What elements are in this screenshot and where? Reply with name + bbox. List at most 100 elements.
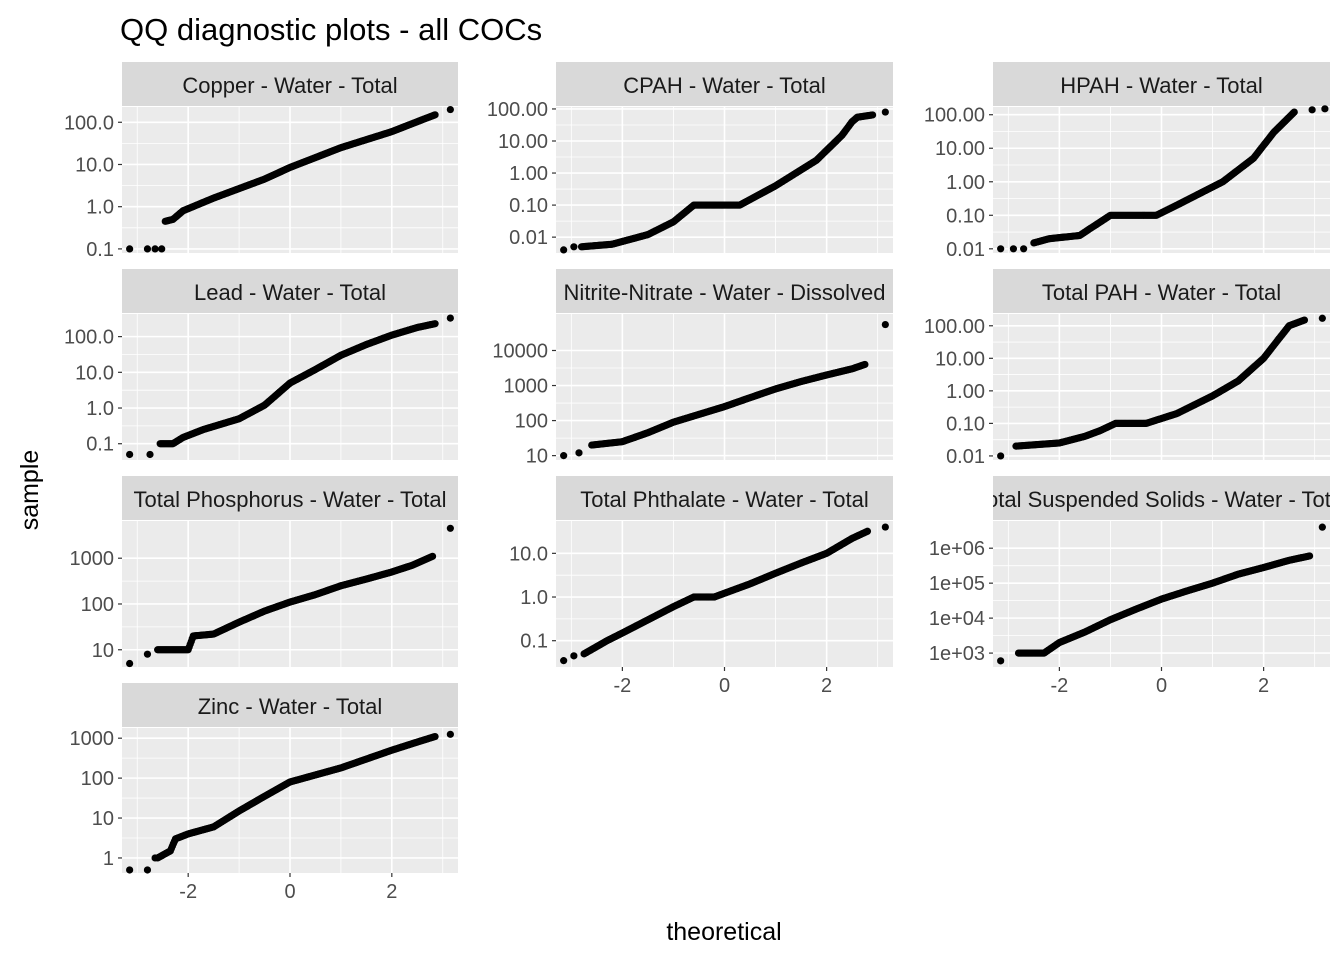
y-tick-label: 0.10 [946, 205, 985, 227]
y-tick-label: 1.00 [946, 172, 985, 194]
x-tick-label: -2 [613, 675, 631, 697]
y-tick-label: 100.00 [487, 99, 548, 121]
facet-strip-label: HPAH - Water - Total [1060, 73, 1263, 98]
facet-strip [993, 476, 1330, 520]
y-tick-label: 0.1 [86, 434, 114, 456]
facet-strip [556, 269, 893, 313]
y-tick-label: 10.00 [935, 138, 985, 160]
qq-point [143, 245, 152, 253]
y-tick-label: 1.00 [946, 381, 985, 403]
qq-point [126, 866, 134, 874]
facet-panel: Copper - Water - Total 0.1 1.0 10.0 100.0 [64, 62, 458, 261]
facet-strip [556, 62, 893, 106]
y-tick-label: 100.00 [924, 316, 985, 338]
facet-strip [556, 476, 893, 520]
facet-strip-label: Total Phthalate - Water - Total [580, 487, 869, 512]
y-tick-label: 0.10 [946, 413, 985, 435]
qq-point [446, 730, 454, 738]
facet-strip-label: Nitrite-Nitrate - Water - Dissolved [564, 280, 886, 305]
qq-point [143, 650, 152, 658]
x-tick-label: 2 [1258, 675, 1269, 697]
y-tick-label: 100 [515, 411, 548, 433]
y-tick-label: 10000 [492, 340, 548, 362]
facet-strip-label: Total Phosphorus - Water - Total [133, 487, 446, 512]
qq-point [997, 245, 1005, 253]
y-tick-label: 0.01 [946, 239, 985, 261]
facet-strip-label: Lead - Water - Total [194, 280, 386, 305]
y-axis-title: sample [16, 450, 44, 531]
facet-panel: CPAH - Water - Total 0.01 0.10 1.00 10.00 100… [487, 62, 893, 254]
qq-point [446, 524, 454, 532]
qq-point [1020, 245, 1028, 253]
x-tick-label: 0 [1156, 675, 1167, 697]
qq-point [143, 866, 152, 874]
qq-point [431, 320, 439, 328]
y-tick-label: 100 [81, 594, 114, 616]
y-tick-label: 1e+06 [929, 538, 985, 560]
y-tick-label: 10 [92, 808, 114, 830]
x-tick-label: 2 [386, 881, 397, 903]
qq-point [428, 552, 437, 560]
y-tick-label: 10 [526, 446, 548, 468]
y-tick-label: 100.0 [64, 327, 114, 349]
qq-point [570, 652, 578, 660]
facet-strip [993, 269, 1330, 313]
y-tick-label: 1000 [504, 376, 549, 398]
qq-point [1300, 316, 1309, 324]
qq-point [868, 111, 877, 119]
qq-point [1318, 314, 1326, 322]
y-tick-label: 0.01 [946, 446, 985, 468]
qq-point [146, 450, 154, 459]
facet-strip [993, 62, 1330, 106]
y-tick-label: 100.00 [924, 105, 985, 127]
y-tick-label: 0.1 [86, 239, 114, 261]
facet-panel: HPAH - Water - Total 0.01 0.10 1.00 10.00 100… [924, 62, 1330, 261]
y-tick-label: 10.0 [75, 362, 114, 384]
qq-point [1290, 108, 1298, 116]
facet-strip [122, 62, 458, 106]
facet-panel: Total Suspended Solids - Water - Total 1e… [929, 476, 1330, 697]
y-tick-label: 100 [81, 768, 114, 790]
y-tick-label: 1.00 [509, 163, 548, 185]
qq-point [560, 246, 568, 254]
qq-point [446, 105, 454, 114]
y-tick-label: 100.0 [64, 112, 114, 134]
x-tick-label: 2 [821, 675, 832, 697]
y-tick-label: 1e+05 [929, 573, 985, 595]
qq-point [861, 360, 869, 369]
facet-panel: Lead - Water - Total 0.1 1.0 10.0 100.0 [64, 269, 458, 460]
y-tick-label: 10 [92, 640, 114, 662]
qq-point [997, 657, 1005, 665]
qq-point [560, 452, 568, 460]
facet-strip-label: Total PAH - Water - Total [1042, 280, 1281, 305]
x-tick-label: 0 [719, 675, 730, 697]
facet-panel: Total PAH - Water - Total 0.01 0.10 1.00 10.… [924, 269, 1330, 468]
qq-point [446, 314, 454, 322]
qq-point [863, 527, 872, 535]
y-tick-label: 10.0 [509, 543, 548, 565]
facet-strip [122, 269, 458, 313]
qq-point [158, 245, 166, 253]
y-tick-label: 1000 [70, 548, 115, 570]
x-axis-title: theoretical [666, 918, 781, 946]
y-tick-label: 10.0 [75, 154, 114, 176]
qq-point [881, 108, 889, 116]
facet-strip-label: CPAH - Water - Total [623, 73, 826, 98]
y-tick-label: 0.1 [520, 631, 548, 653]
y-tick-label: 1e+03 [929, 643, 985, 665]
qq-point [126, 659, 134, 668]
facet-strip [122, 476, 458, 520]
x-tick-label: -2 [1050, 675, 1068, 697]
y-tick-label: 1.0 [520, 587, 548, 609]
qq-point [1308, 106, 1316, 114]
facet-panel: Nitrite-Nitrate - Water - Dissolved 10 100… [492, 269, 893, 468]
qq-point [126, 245, 134, 253]
qq-point [881, 523, 889, 531]
qq-point [881, 320, 889, 329]
y-tick-label: 1.0 [86, 197, 114, 219]
facet-strip [122, 683, 458, 727]
y-tick-label: 1.0 [86, 398, 114, 420]
qq-point [126, 450, 134, 459]
y-tick-label: 0.01 [509, 227, 548, 249]
